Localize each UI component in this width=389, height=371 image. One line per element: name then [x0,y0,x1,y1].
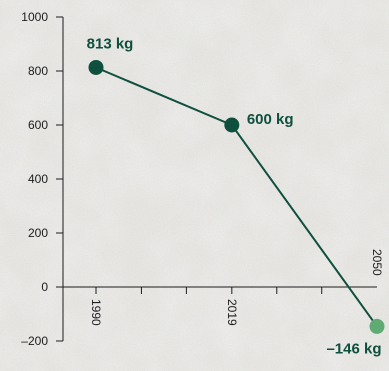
data-label-1990: 813 kg [87,35,134,52]
y-tick-label: 0 [41,280,48,294]
x-tick-label: 1990 [89,299,103,326]
labels-layer: 813 kg 600 kg –146 kg [87,35,382,357]
x-tick-label: 2019 [225,299,239,326]
y-tick-label: 800 [28,64,48,78]
series-line [95,66,378,328]
series-layer [88,59,385,334]
x-tick-label: 2050 [370,249,384,276]
data-point-2019 [224,117,240,133]
y-tick-label: 1000 [21,10,48,24]
data-point-2050 [369,318,385,334]
data-point-1990 [88,59,104,75]
chart-axes: –200 0 200 400 600 800 1000 1990 2019 2050 [21,10,384,348]
y-tick-label: 600 [28,118,48,132]
data-label-2019: 600 kg [247,111,294,128]
y-tick-label: 200 [28,226,48,240]
y-tick-label: –200 [21,334,48,348]
y-tick-label: 400 [28,172,48,186]
data-label-2050: –146 kg [326,340,381,357]
